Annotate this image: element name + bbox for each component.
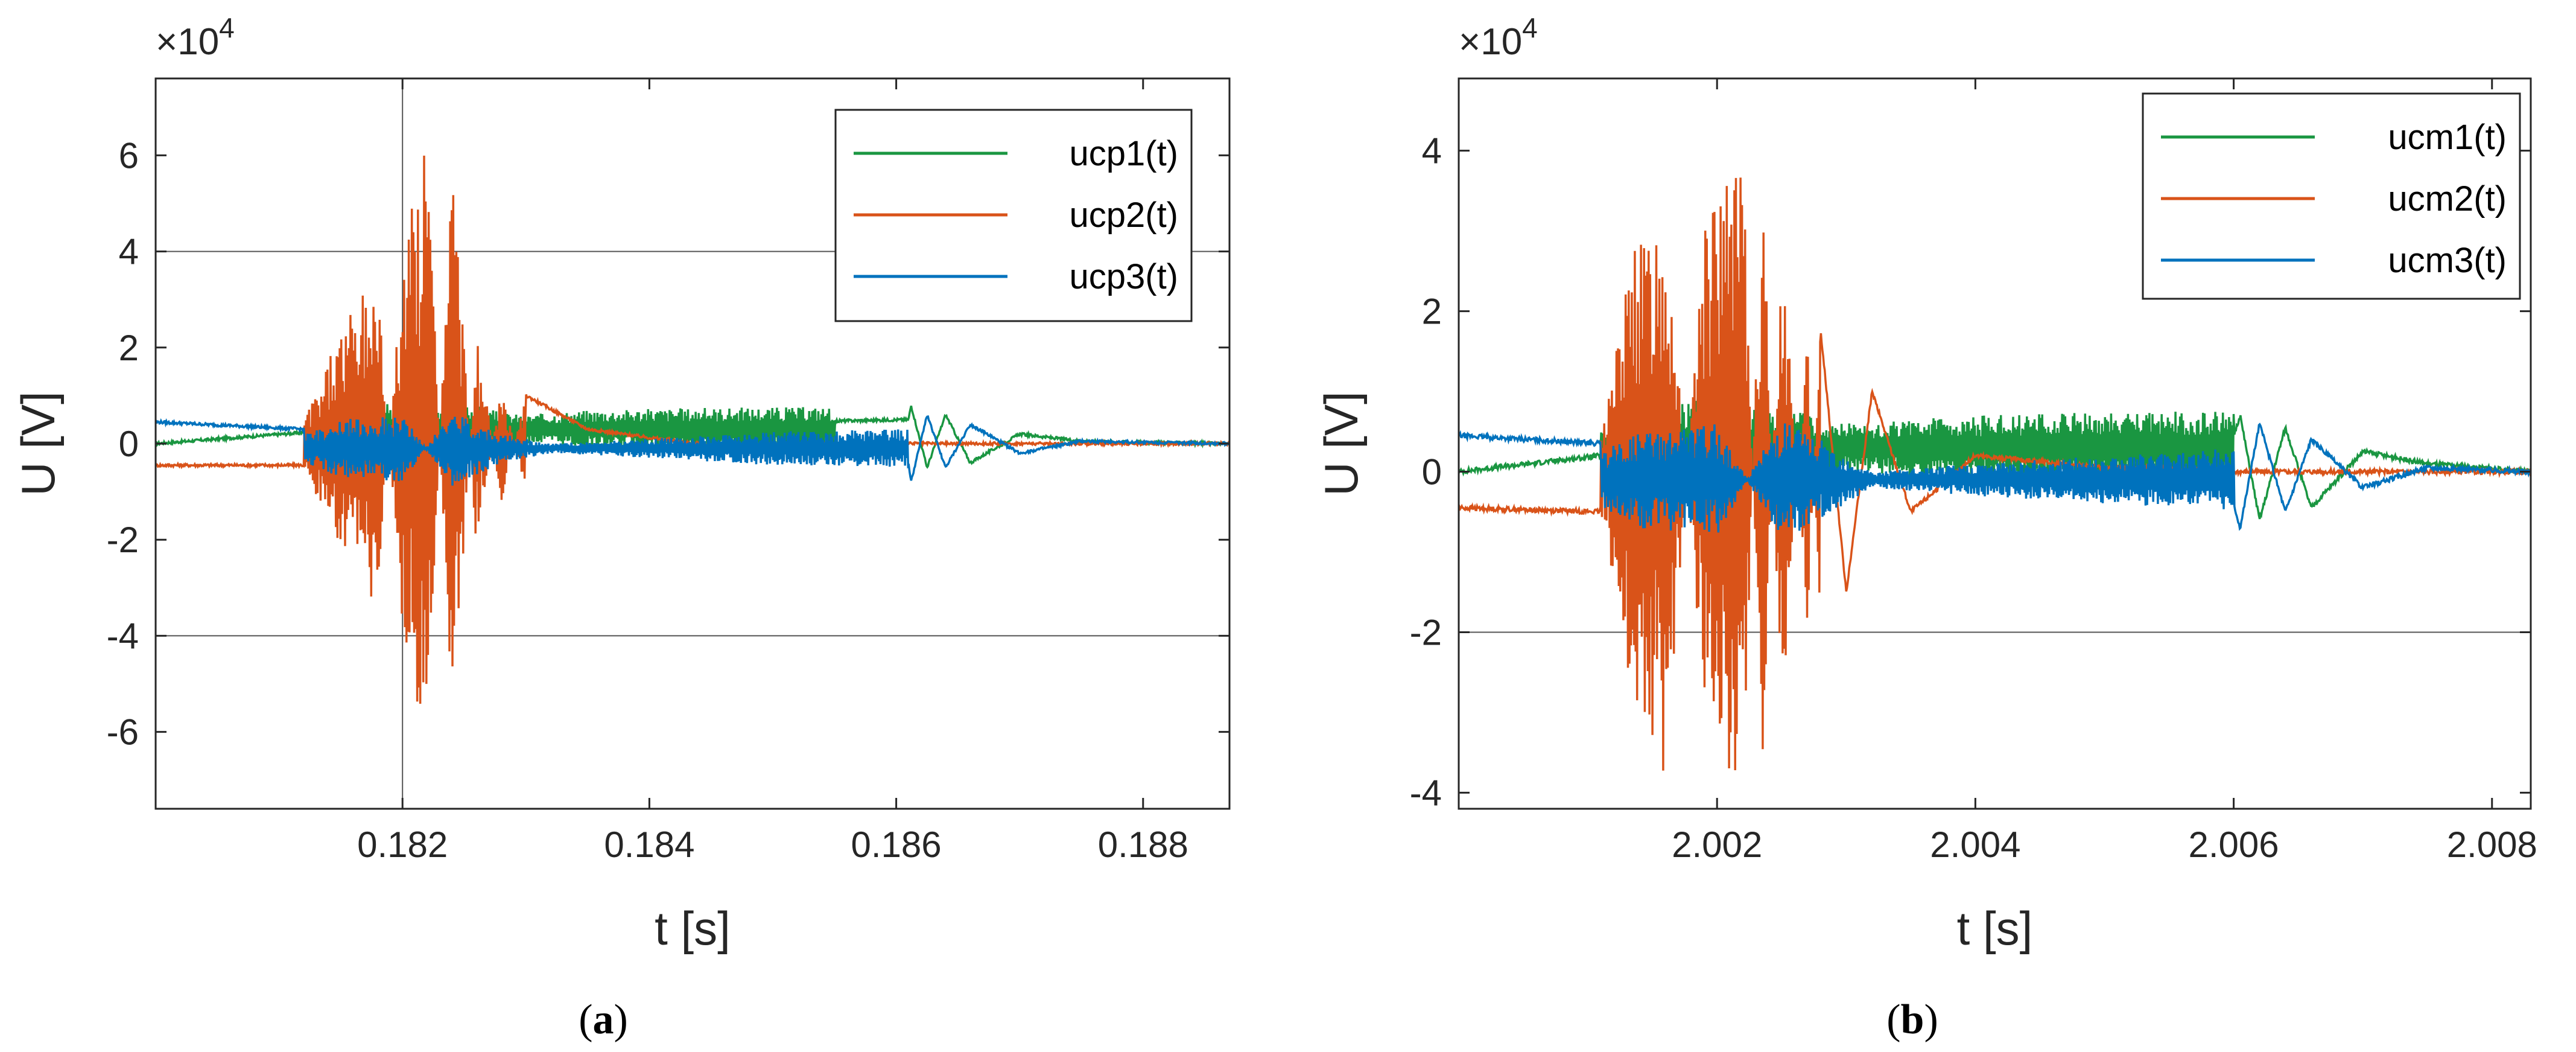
caption-open: ( <box>1886 996 1900 1043</box>
legend-entry: ucp3(t) <box>1069 257 1178 296</box>
caption-letter: a <box>593 996 614 1043</box>
legend-entry: ucm2(t) <box>2388 179 2507 218</box>
y-tick-label: -2 <box>1410 612 1442 652</box>
x-tick-label: 0.182 <box>357 824 448 865</box>
legend-box <box>2142 92 2521 300</box>
legend-entry: ucp1(t) <box>1069 134 1178 173</box>
y-tick-label: 6 <box>119 135 139 176</box>
series-line-ucp3t <box>156 415 1229 486</box>
caption-close: ) <box>1924 996 1938 1043</box>
y-tick-label: 0 <box>119 424 139 464</box>
legend-entry: ucm1(t) <box>2388 118 2507 157</box>
y-multiplier: ×10 <box>1459 21 1522 63</box>
y-axis-label: U [V] <box>11 391 65 496</box>
y-tick-label: -6 <box>107 712 139 753</box>
y-tick-label: 2 <box>1422 292 1442 332</box>
series-line-ucm2t <box>1459 177 2531 771</box>
legend-entry: ucp2(t) <box>1069 196 1178 235</box>
y-axis-label: U [V] <box>1315 391 1368 496</box>
caption-close: ) <box>614 996 628 1043</box>
y-exponent-label: ×104 <box>156 12 235 63</box>
caption-open: ( <box>579 996 592 1043</box>
y-tick-label: 2 <box>119 328 139 368</box>
y-tick-label: 4 <box>119 232 139 272</box>
subfigure-caption: (a) <box>579 996 628 1043</box>
legend: ucp1(t) ucp2(t) ucp3(t) <box>834 109 1193 322</box>
y-exponent: 4 <box>1522 12 1538 43</box>
x-tick-label: 2.004 <box>1930 824 2020 865</box>
y-multiplier: ×10 <box>156 21 219 63</box>
x-tick-label: 2.008 <box>2447 824 2537 865</box>
plot-area <box>1459 177 2531 771</box>
x-tick-label: 2.006 <box>2189 824 2279 865</box>
x-axis-label: t [s] <box>1957 902 2033 955</box>
axes-box <box>1458 77 2532 810</box>
caption-letter: b <box>1901 996 1924 1043</box>
x-tick-label: 0.186 <box>851 824 942 865</box>
y-tick-label: -4 <box>107 616 139 656</box>
y-tick-label: 0 <box>1422 452 1442 493</box>
y-tick-label: -2 <box>107 520 139 560</box>
x-tick-label: 0.188 <box>1098 824 1188 865</box>
subfigure-caption: (b) <box>1886 996 1938 1043</box>
y-exponent-label: ×104 <box>1459 12 1538 63</box>
y-tick-label: 4 <box>1422 131 1442 171</box>
x-tick-label: 0.184 <box>604 824 694 865</box>
x-axis-label: t [s] <box>655 902 731 955</box>
x-tick-label: 2.002 <box>1672 824 1762 865</box>
series-line-ucm3t <box>1459 422 2531 533</box>
y-tick-label: -4 <box>1410 773 1442 813</box>
legend: ucm1(t) ucm2(t) ucm3(t) <box>2142 92 2521 300</box>
legend-entry: ucm3(t) <box>2388 241 2507 280</box>
plot-area <box>156 155 1229 704</box>
y-exponent: 4 <box>219 12 235 43</box>
